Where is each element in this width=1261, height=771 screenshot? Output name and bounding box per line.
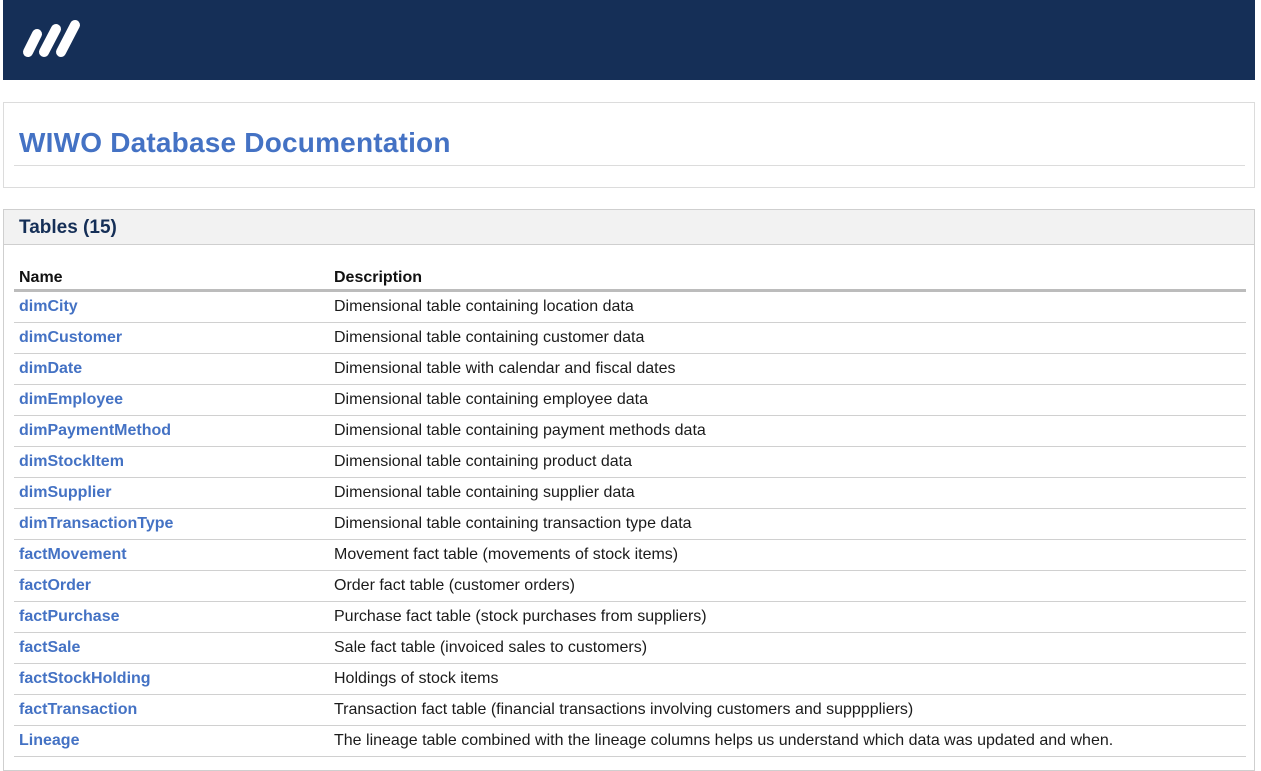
description-cell: Dimensional table containing product dat… [329, 446, 1246, 478]
name-cell: Lineage [14, 725, 329, 757]
page-title: WIWO Database Documentation [19, 127, 451, 158]
name-cell: factOrder [14, 570, 329, 602]
description-cell: Order fact table (customer orders) [329, 570, 1246, 602]
table-row: factOrder Order fact table (customer orde… [14, 570, 1246, 602]
table-link[interactable]: dimDate [19, 360, 83, 377]
description-cell: Dimensional table containing transaction… [329, 508, 1246, 540]
table-link[interactable]: Lineage [19, 732, 80, 749]
description-cell: Transaction fact table (financial transa… [329, 694, 1246, 726]
table-row: factTransaction Transaction fact table (f… [14, 694, 1246, 726]
title-divider [14, 165, 1245, 166]
table-row: factMovement Movement fact table (movemen… [14, 539, 1246, 571]
table-link[interactable]: factMovement [19, 546, 127, 563]
name-cell: dimStockItem [14, 446, 329, 478]
title-section: WIWO Database Documentation [3, 102, 1255, 188]
table-link[interactable]: dimTransactionType [19, 515, 174, 532]
table-link[interactable]: dimCity [19, 298, 78, 315]
tables-panel-title: Tables (15) [19, 217, 117, 238]
top-header-bar [3, 0, 1255, 80]
table-link[interactable]: dimEmployee [19, 391, 124, 408]
tables-list: Name Description dimCity Dimensional tabl… [14, 266, 1246, 757]
description-cell: Dimensional table containing payment met… [329, 415, 1246, 447]
table-link[interactable]: factSale [19, 639, 81, 656]
table-row: dimStockItem Dimensional table containing… [14, 446, 1246, 478]
table-row: dimTransactionType Dimensional table cont… [14, 508, 1246, 540]
name-cell: dimPaymentMethod [14, 415, 329, 447]
description-cell: Holdings of stock items [329, 663, 1246, 695]
tables-panel-header: Tables (15) [4, 210, 1254, 245]
name-cell: dimSupplier [14, 477, 329, 509]
description-cell: Dimensional table containing supplier da… [329, 477, 1246, 509]
table-row: factSale Sale fact table (invoiced sales … [14, 632, 1246, 664]
table-row: dimDate Dimensional table with calendar a… [14, 353, 1246, 385]
name-cell: factMovement [14, 539, 329, 571]
table-row: dimCity Dimensional table containing loca… [14, 290, 1246, 323]
description-cell: Purchase fact table (stock purchases fro… [329, 601, 1246, 633]
wiwo-logo-icon[interactable] [21, 18, 83, 60]
table-link[interactable]: factPurchase [19, 608, 120, 625]
table-link[interactable]: dimCustomer [19, 329, 123, 346]
table-row: dimPaymentMethod Dimensional table contai… [14, 415, 1246, 447]
description-cell: Dimensional table containing customer da… [329, 322, 1246, 354]
description-cell: Dimensional table containing employee da… [329, 384, 1246, 416]
table-link[interactable]: dimSupplier [19, 484, 112, 501]
column-header-name: Name [14, 266, 329, 292]
table-row: dimSupplier Dimensional table containing … [14, 477, 1246, 509]
description-cell: Sale fact table (invoiced sales to custo… [329, 632, 1246, 664]
description-cell: Dimensional table with calendar and fisc… [329, 353, 1246, 385]
name-cell: factStockHolding [14, 663, 329, 695]
table-row: dimEmployee Dimensional table containing … [14, 384, 1246, 416]
table-row: factStockHolding Holdings of stock items [14, 663, 1246, 695]
name-cell: dimEmployee [14, 384, 329, 416]
table-link[interactable]: dimPaymentMethod [19, 422, 172, 439]
name-cell: factTransaction [14, 694, 329, 726]
table-header-row: Name Description [14, 266, 1246, 292]
name-cell: dimDate [14, 353, 329, 385]
name-cell: factPurchase [14, 601, 329, 633]
table-row: dimCustomer Dimensional table containing … [14, 322, 1246, 354]
table-link[interactable]: factTransaction [19, 701, 138, 718]
table-row: Lineage The lineage table combined with t… [14, 725, 1246, 757]
name-cell: dimCity [14, 290, 329, 323]
name-cell: dimTransactionType [14, 508, 329, 540]
description-cell: Dimensional table containing location da… [329, 290, 1246, 323]
description-cell: The lineage table combined with the line… [329, 725, 1246, 757]
tables-panel: Tables (15) Name Description dimCity Dime… [3, 209, 1255, 771]
description-cell: Movement fact table (movements of stock … [329, 539, 1246, 571]
table-row: factPurchase Purchase fact table (stock p… [14, 601, 1246, 633]
table-link[interactable]: dimStockItem [19, 453, 124, 470]
table-link[interactable]: factStockHolding [19, 670, 151, 687]
column-header-description: Description [329, 266, 1246, 292]
name-cell: factSale [14, 632, 329, 664]
table-link[interactable]: factOrder [19, 577, 92, 594]
name-cell: dimCustomer [14, 322, 329, 354]
